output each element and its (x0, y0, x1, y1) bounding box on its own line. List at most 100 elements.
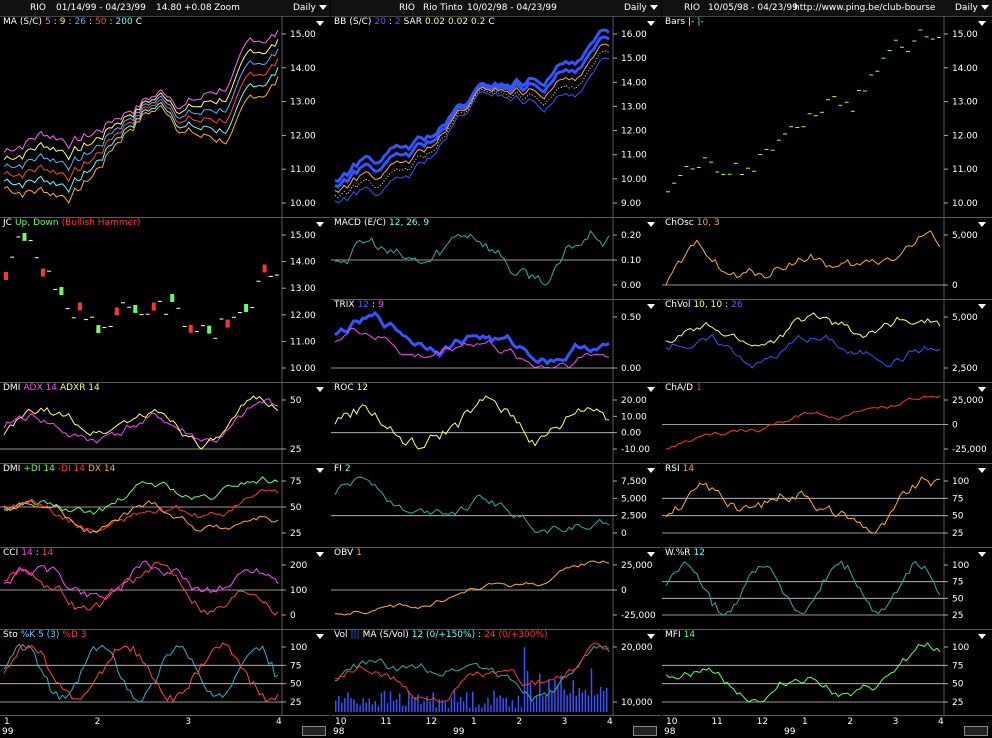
tick-label: 14.00 (290, 258, 316, 268)
tick-label: 0 (621, 529, 627, 539)
indicator-panel-wr[interactable]: W.%R 12 100 75 50 25 (662, 547, 992, 630)
panel-menu-icon[interactable] (978, 468, 986, 473)
panel-title-part: (S/C) (19, 17, 42, 27)
scroll-handle[interactable] (633, 726, 657, 736)
tick-label: 50 (952, 594, 964, 604)
panel-title: Bars |- |- (665, 17, 707, 27)
panel-title: TRIX 12:9 (334, 300, 387, 310)
indicator-panel-ma[interactable]: MA (S/C) 5:9:26:50:200 C 15.00 14.00 13.00 12.0… (0, 16, 330, 218)
volume-bar (587, 695, 590, 712)
chevron-down-icon[interactable] (650, 5, 658, 10)
panel-menu-icon[interactable] (978, 634, 986, 639)
chevron-down-icon[interactable] (319, 5, 327, 10)
indicator-panel-dmi2[interactable]: DMI +DI 14 -DI 14 DX 14 75 50 25 (0, 463, 330, 548)
period-dropdown[interactable]: Daily (293, 3, 316, 13)
panel-menu-icon[interactable] (647, 387, 655, 392)
panel-title-part: ||| (350, 630, 360, 640)
indicator-panel-chosc[interactable]: ChOsc 10, 3 5,000 0 (662, 217, 992, 300)
tick-label: 50 (290, 396, 302, 406)
panel-menu-icon[interactable] (978, 304, 986, 309)
indicator-plot: 100 75 50 25 (662, 463, 969, 547)
volume-bar (602, 691, 605, 712)
panel-title: MFI 14 (665, 630, 698, 640)
panel-title-part: : (478, 630, 482, 640)
indicator-panel-fi[interactable]: FI 2 7,500 5,000 2,500 0 (331, 463, 661, 548)
volume-bar (432, 692, 434, 712)
indicator-panel-rsi[interactable]: RSI 14 100 75 50 25 (662, 463, 992, 548)
tick-label: -25,000 (621, 611, 656, 621)
scroll-handle[interactable] (302, 726, 326, 736)
indicator-panel-jc[interactable]: JC Up, Down (Bullish Hammer) 15.00 14.00 13.00… (0, 217, 330, 383)
panel-menu-icon[interactable] (316, 387, 324, 392)
panel-menu-icon[interactable] (647, 222, 655, 227)
panel-title-part: %K 5 (3) (20, 630, 60, 640)
panel-menu-icon[interactable] (647, 468, 655, 473)
panel-title-part: : (725, 300, 729, 310)
tick-label: 11.00 (621, 151, 647, 161)
tick-label: 75 (952, 661, 963, 671)
tick-label: 13.00 (290, 284, 316, 294)
panel-title-part: CCI (3, 548, 19, 558)
series-line (334, 395, 610, 450)
panel-title-part: ADX 14 (23, 383, 57, 393)
chevron-down-icon[interactable] (981, 5, 989, 10)
indicator-panel-mfi[interactable]: MFI 14 100 75 50 25 (662, 629, 992, 717)
volume-bar (575, 695, 578, 712)
panel-title-part: 1 (696, 383, 702, 393)
indicator-panel-macd[interactable]: MACD (E/C) 12, 26, 9 0.20 0.10 0.00 (331, 217, 661, 300)
scroll-handle[interactable] (964, 726, 988, 736)
indicator-plot: 200 100 0 (0, 547, 307, 629)
tick-label: 14.00 (621, 78, 647, 88)
indicator-panel-trix[interactable]: TRIX 12:9 0.50 0.00 (331, 299, 661, 383)
panel-title-part: Bars (665, 17, 686, 27)
volume-bar (398, 693, 401, 712)
indicator-panel-chvol[interactable]: ChVol 10, 10:26 5,000 2,500 (662, 299, 992, 383)
panel-title-part: : (109, 17, 113, 27)
tick-label: 25 (952, 529, 963, 539)
panel-menu-icon[interactable] (647, 21, 655, 26)
period-dropdown[interactable]: Daily (955, 3, 978, 13)
volume-bar (542, 695, 544, 712)
indicator-panel-chad[interactable]: ChA/D 1 25,000 0 -25,000 (662, 382, 992, 464)
panel-menu-icon[interactable] (316, 468, 324, 473)
panel-menu-icon[interactable] (316, 222, 324, 227)
tick-label: 25 (290, 529, 301, 539)
panel-menu-icon[interactable] (978, 552, 986, 557)
indicator-panel-bars[interactable]: Bars |- |- 15.00 14.00 13.00 12.00 11.00 10.00 (662, 16, 992, 218)
panel-menu-icon[interactable] (316, 634, 324, 639)
tick-label: 15.00 (952, 30, 978, 40)
time-axis: 10 11 12 1 2 3 4 98 99 (662, 715, 992, 738)
panel-menu-icon[interactable] (647, 634, 655, 639)
tick-label: 14.00 (952, 64, 978, 74)
panel-menu-icon[interactable] (647, 552, 655, 557)
tick-label: 25 (952, 698, 963, 708)
source-url[interactable]: http://www.ping.be/club-bourse (794, 3, 936, 13)
indicator-panel-sto[interactable]: Sto %K 5 (3) %D 3 100 75 50 25 (0, 629, 330, 717)
zoom-button[interactable]: Zoom (214, 3, 240, 13)
panel-title-part: 5 (44, 17, 51, 27)
panel-menu-icon[interactable] (316, 21, 324, 26)
panel-menu-icon[interactable] (978, 21, 986, 26)
volume-bar (408, 690, 410, 712)
panel-menu-icon[interactable] (978, 387, 986, 392)
volume-bar (535, 695, 538, 712)
panel-title-part: : (68, 17, 72, 27)
indicator-panel-bb[interactable]: BB (S/C) 20:2 SAR 0.02 0.02 0.2 C 16.00 15.00 14.0… (331, 16, 661, 218)
volume-bar (538, 673, 541, 712)
volume-bar (405, 705, 407, 712)
period-dropdown[interactable]: Daily (624, 3, 647, 13)
panel-menu-icon[interactable] (316, 552, 324, 557)
date-range: 10/02/98 - 04/23/99 (467, 3, 557, 13)
indicator-panel-obv[interactable]: OBV 1 25,000 0 -25,000 (331, 547, 661, 630)
tick-label: 13.00 (290, 98, 316, 108)
indicator-panel-roc[interactable]: ROC 12 20.00 10.00 0.00 -10.00 (331, 382, 661, 464)
volume-bar (499, 695, 501, 712)
panel-menu-icon[interactable] (647, 304, 655, 309)
volume-bar (584, 689, 587, 712)
indicator-panel-cci[interactable]: CCI 14:14 200 100 0 (0, 547, 330, 630)
indicator-panel-dmi1[interactable]: DMI ADX 14 ADXR 14 50 25 (0, 382, 330, 464)
volume-bar (447, 707, 450, 712)
indicator-panel-vol[interactable]: Vol ||| MA (S/Vol) 12 (0/+150%):24 (0/+300%)… (331, 629, 661, 717)
panel-title-part: Vol (334, 630, 348, 640)
panel-menu-icon[interactable] (978, 222, 986, 227)
